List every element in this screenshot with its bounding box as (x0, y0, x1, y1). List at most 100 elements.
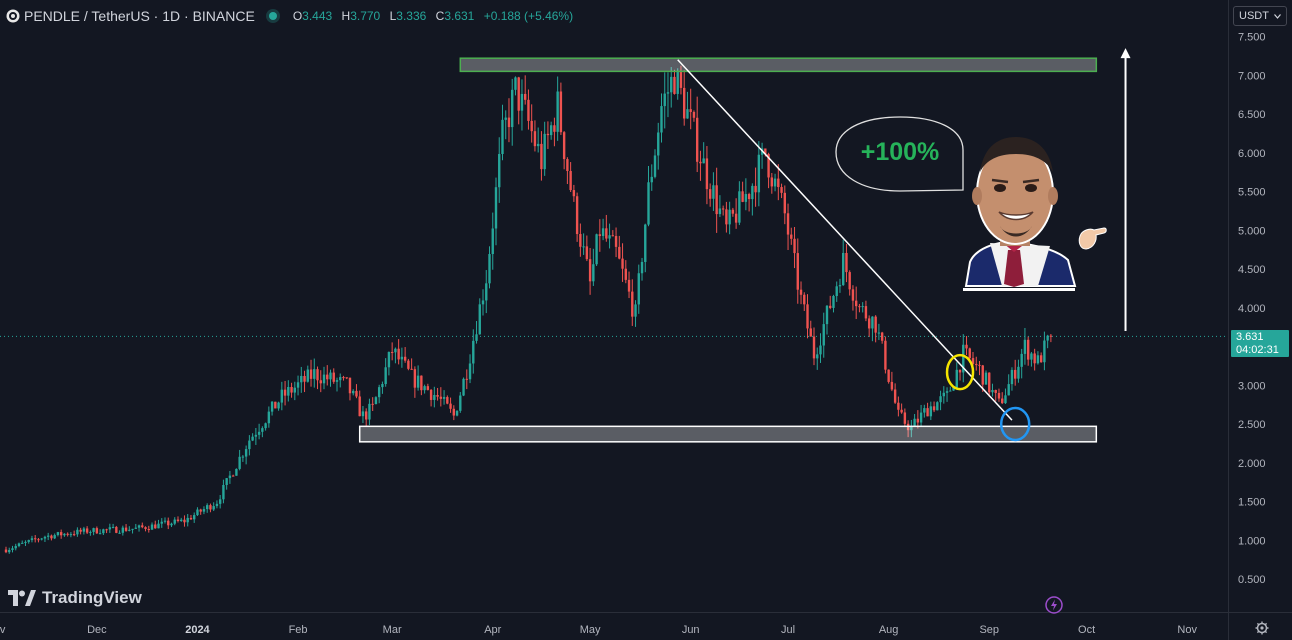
candle-body (919, 412, 923, 423)
candle-body (614, 236, 618, 247)
candle-body (1043, 340, 1046, 363)
candle-body (468, 363, 472, 380)
candle-body (932, 406, 936, 411)
candle-body (754, 185, 757, 193)
x-tick-label: Jul (781, 624, 795, 636)
candle-body (131, 528, 134, 530)
candle-body (352, 390, 355, 394)
candles (4, 65, 1053, 554)
candle-body (345, 377, 348, 379)
close-value: 3.631 (444, 9, 475, 23)
y-tick-label: 4.500 (1238, 264, 1266, 276)
candle-body (459, 395, 462, 411)
symbol-title[interactable]: PENDLE / TetherUS · 1D · BINANCE (24, 8, 255, 24)
candle-body (199, 509, 202, 512)
candle-body (683, 87, 686, 119)
candle-body (595, 234, 598, 265)
candle-body (705, 158, 709, 190)
candle-body (394, 348, 397, 353)
candle-body (37, 539, 40, 541)
time-axis[interactable]: ov Dec 2024 Feb Mar Apr May Jun Jul Aug Sep Oct Nov (0, 624, 1197, 636)
candle-body (34, 538, 37, 540)
candle-body (566, 159, 569, 172)
pointing-hand-icon (1078, 227, 1107, 250)
y-tick-label: 5.500 (1238, 187, 1266, 199)
logo-text: TradingView (42, 588, 142, 607)
candle-body (913, 418, 916, 426)
candle-body (1049, 335, 1053, 337)
x-tick-label: Dec (87, 624, 107, 636)
candle-body (368, 403, 371, 420)
candle-body (1004, 395, 1007, 404)
candle-body (549, 125, 553, 136)
y-tick-label: 3.000 (1238, 380, 1266, 392)
currency-selector[interactable]: USDT (1233, 6, 1287, 26)
candle-body (205, 505, 209, 510)
candle-body (30, 538, 34, 541)
tradingview-logo[interactable]: TradingView (8, 588, 142, 608)
candle-body (150, 524, 154, 530)
candle-body (180, 519, 183, 522)
candle-body (1039, 355, 1043, 363)
candle-body (355, 390, 358, 397)
candle-body (89, 531, 92, 533)
candle-body (202, 509, 206, 512)
candle-body (72, 534, 76, 536)
candle-body (222, 484, 225, 500)
y-tick-label: 7.000 (1238, 70, 1266, 82)
low-value: 3.336 (396, 9, 427, 23)
candle-body (514, 77, 517, 90)
drawings (0, 48, 1228, 442)
candle-body (167, 520, 170, 526)
candle-body (371, 403, 374, 405)
chevron-down-icon (1274, 13, 1281, 19)
candle-body (984, 372, 988, 385)
candle-body (280, 389, 284, 403)
candle-body (799, 289, 803, 295)
candle-body (326, 374, 329, 380)
candle-body (854, 300, 858, 307)
y-tick-label: 4.000 (1238, 303, 1266, 315)
candle-body (66, 533, 69, 535)
y-tick-label: 6.000 (1238, 148, 1266, 160)
candle-body (524, 93, 527, 100)
candle-body (124, 527, 128, 531)
retest-marker (999, 406, 1031, 442)
y-tick-label: 5.000 (1238, 225, 1266, 237)
candle-body (381, 384, 384, 388)
candle-body (1010, 369, 1014, 385)
candle-body (92, 528, 95, 532)
x-tick-label: Nov (1177, 624, 1197, 636)
bar-countdown: 04:02:31 (1236, 344, 1279, 356)
candle-body (397, 348, 400, 360)
y-tick-label: 2.500 (1238, 419, 1266, 431)
candle-body (261, 428, 264, 432)
candle-body (43, 536, 47, 539)
candle-body (416, 375, 420, 388)
candle-body (981, 365, 984, 385)
candle-body (741, 191, 744, 202)
y-tick-label: 6.500 (1238, 109, 1266, 121)
candle-body (585, 246, 589, 260)
candle-body (303, 375, 306, 382)
candle-body (575, 196, 579, 235)
candle-body (647, 182, 650, 225)
resistance-zone (459, 57, 1098, 73)
candle-body (734, 213, 738, 223)
candle-body (579, 234, 582, 247)
candle-body (540, 143, 543, 170)
price-axis[interactable]: 7.500 7.000 6.500 6.000 5.500 5.000 4.500 4.000… (1238, 32, 1266, 587)
candle-body (864, 306, 868, 319)
candle-body (40, 538, 43, 540)
candle-body (82, 528, 86, 532)
lightning-icon[interactable] (1045, 596, 1063, 614)
candle-body (644, 224, 647, 262)
candle-body (1020, 353, 1023, 367)
candle-body (536, 143, 540, 147)
gear-icon[interactable] (1255, 621, 1269, 635)
candle-body (257, 431, 261, 435)
candle-body (793, 238, 796, 254)
currency-value: USDT (1239, 10, 1269, 22)
candle-body (118, 532, 121, 534)
